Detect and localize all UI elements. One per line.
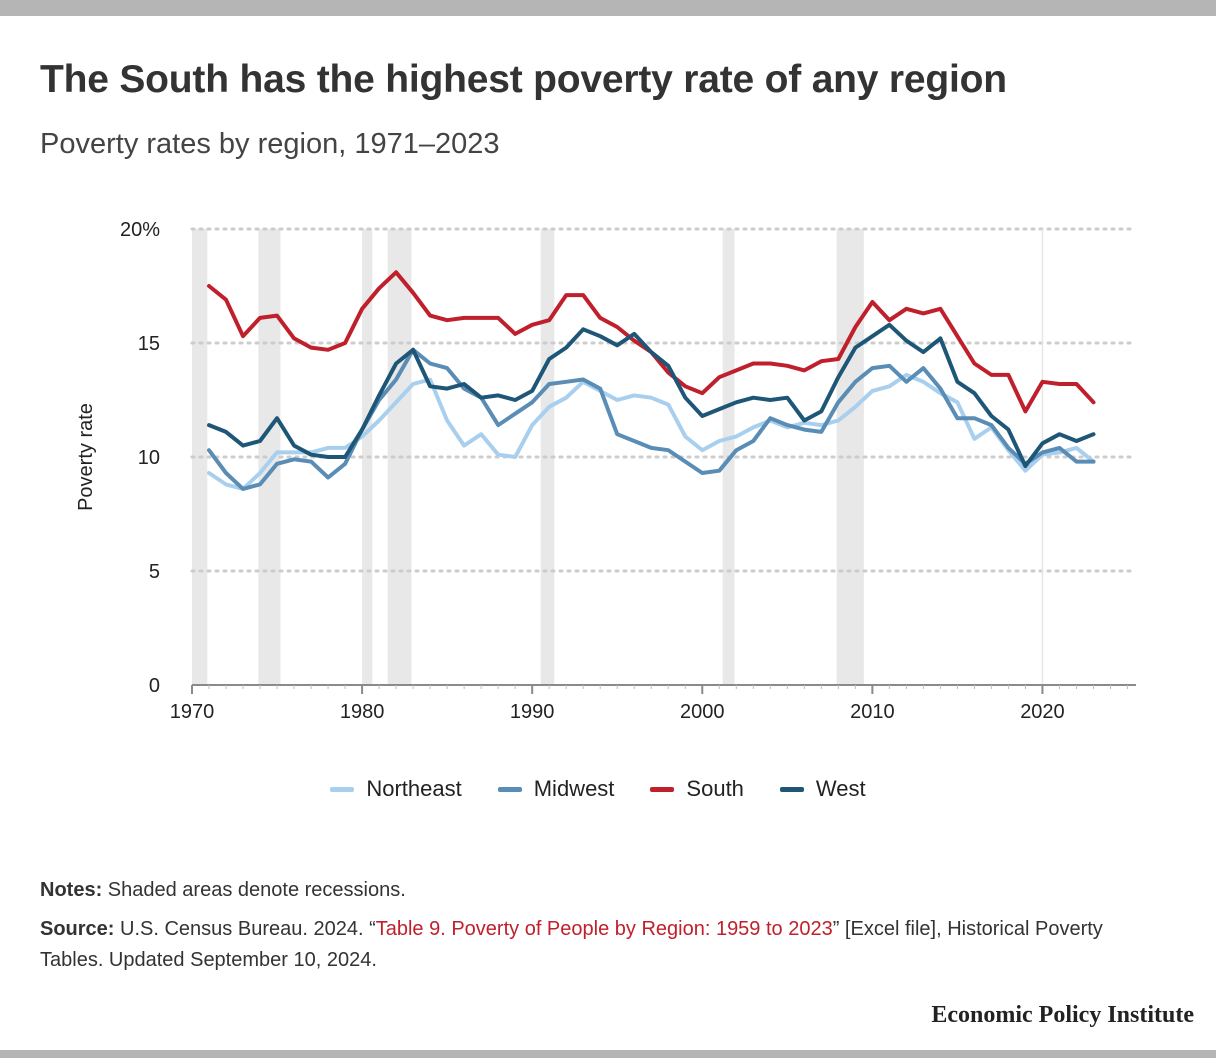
top-border <box>0 0 1216 16</box>
source-label: Source: <box>40 918 115 940</box>
x-tick-label: 2010 <box>850 701 895 723</box>
y-axis-ticks: 0 5 10 15 20% <box>120 219 160 697</box>
brand-logo: Economic Policy Institute <box>931 1002 1194 1028</box>
series-line-west <box>207 322 1096 469</box>
source-link[interactable]: Table 9. Poverty of People by Region: 19… <box>375 918 833 940</box>
legend-swatch-west <box>779 786 804 792</box>
y-tick-label: 20% <box>120 219 160 241</box>
x-tick-label: 1970 <box>170 701 215 723</box>
y-tick-label: 5 <box>149 561 160 583</box>
notes-line: Notes: Shaded areas denote recessions. <box>40 875 1160 906</box>
legend-swatch-south <box>650 786 675 792</box>
x-tick-label: 1990 <box>510 701 555 723</box>
notes-text: Shaded areas denote recessions. <box>107 879 406 901</box>
series-line-northeast <box>207 372 1096 491</box>
series-line-south <box>207 270 1096 414</box>
source-post: ” [Excel file], Historical Poverty Table… <box>40 918 1103 971</box>
legend-label-northeast: Northeast <box>366 776 462 801</box>
legend-item-northeast: Northeast <box>330 776 462 802</box>
source-pre: U.S. Census Bureau. 2024. “ <box>120 918 376 940</box>
chart-subtitle: Poverty rates by region, 1971–2023 <box>40 128 500 160</box>
line-chart: 0 5 10 15 20% 1970 1980 1990 2000 2010 2020 Pover… <box>75 219 1138 723</box>
notes-label: Notes: <box>40 879 103 901</box>
source-line: Source: U.S. Census Bureau. 2024. “Table… <box>40 914 1160 976</box>
legend-label-midwest: Midwest <box>533 776 615 801</box>
chart-title: The South has the highest poverty rate o… <box>40 58 1007 101</box>
legend-label-west: West <box>815 776 866 801</box>
x-tick-label: 2000 <box>680 701 725 723</box>
legend: Northeast Midwest South West <box>0 776 1196 802</box>
series-line-midwest <box>207 347 1096 491</box>
series-lines <box>207 270 1096 491</box>
legend-swatch-midwest <box>497 786 522 792</box>
x-axis: 1970 1980 1990 2000 2010 2020 <box>170 684 1136 723</box>
legend-item-south: South <box>650 776 744 802</box>
y-tick-label: 15 <box>138 333 160 355</box>
notes-section: Notes: Shaded areas denote recessions. S… <box>40 875 1160 984</box>
y-tick-label: 0 <box>149 675 160 697</box>
legend-swatch-northeast <box>330 786 355 792</box>
legend-item-midwest: Midwest <box>497 776 615 802</box>
legend-item-west: West <box>779 776 866 802</box>
recession-band <box>258 229 281 685</box>
x-tick-label: 2020 <box>1020 701 1065 723</box>
legend-label-south: South <box>686 776 744 801</box>
bottom-border <box>0 1050 1216 1058</box>
y-axis-label: Poverty rate <box>75 403 97 511</box>
y-tick-label: 10 <box>138 447 160 469</box>
x-tick-label: 1980 <box>340 701 385 723</box>
